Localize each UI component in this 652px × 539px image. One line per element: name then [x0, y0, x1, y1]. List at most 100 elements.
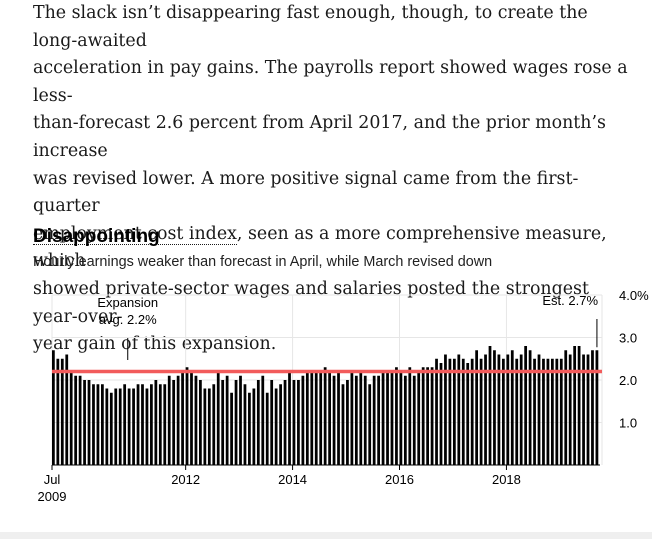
bar: [533, 358, 536, 465]
bar: [292, 380, 296, 465]
bar: [399, 371, 403, 465]
bar: [359, 371, 363, 465]
bar: [239, 375, 242, 465]
bar: [417, 371, 421, 465]
annotation-estimate: Est. 2.7%: [542, 293, 598, 308]
bar: [190, 371, 193, 465]
bar: [167, 375, 171, 465]
article-line: showed private-sector wages and salaries…: [33, 278, 589, 327]
bar: [96, 384, 100, 465]
bar: [501, 358, 505, 465]
bar: [216, 371, 220, 465]
bar: [448, 358, 452, 465]
bar: [52, 350, 55, 465]
bar: [74, 375, 78, 465]
annotation-expansion-line2: avg. 2.2%: [99, 312, 157, 327]
bar: [484, 354, 487, 465]
bar: [341, 384, 345, 465]
bar: [203, 388, 207, 465]
article-line: year gain of this expansion.: [33, 334, 277, 355]
x-tick-label: 2018: [492, 472, 521, 487]
bar: [368, 384, 372, 465]
bar: [279, 384, 282, 465]
bar: [444, 354, 447, 465]
bar: [408, 367, 412, 465]
bar: [127, 388, 131, 465]
bar: [283, 380, 287, 465]
bar: [221, 380, 225, 465]
bar: [297, 380, 300, 465]
bar: [212, 384, 216, 465]
bar: [199, 380, 202, 465]
bar: [537, 354, 541, 465]
bar: [515, 358, 519, 465]
bar: [435, 358, 438, 465]
bar: [158, 384, 162, 465]
bar: [466, 363, 470, 465]
bar: [457, 354, 461, 465]
bar: [132, 388, 135, 465]
article-line: than-forecast 2.6 percent from April 201…: [33, 113, 606, 161]
bar-chart: Jul 2009 2012 2014 2016 2018 1.0 2.0 3.0 4.0% Expa…: [38, 288, 650, 504]
bar: [114, 388, 118, 465]
article-line: The slack isn’t disappearing fast enough…: [33, 3, 588, 51]
bar: [118, 388, 122, 465]
bar: [439, 363, 443, 465]
bar: [573, 346, 577, 465]
bar: [386, 371, 389, 465]
bar: [145, 388, 149, 465]
bar: [301, 375, 305, 465]
bar: [256, 380, 260, 465]
bar: [323, 367, 327, 465]
bar: [461, 358, 465, 465]
bar: [412, 375, 416, 465]
bar: [332, 375, 336, 465]
bar: [123, 384, 127, 465]
bar: [595, 350, 599, 465]
bar: [225, 375, 229, 465]
bar: [92, 384, 95, 465]
bar: [403, 375, 407, 465]
bar: [274, 388, 278, 465]
bar: [261, 375, 265, 465]
bar: [265, 392, 269, 465]
bar: [381, 371, 385, 465]
bar: [305, 371, 309, 465]
bar: [555, 358, 559, 465]
bar: [69, 371, 73, 465]
bar: [479, 358, 483, 465]
bar: [350, 371, 354, 465]
bar: [421, 367, 425, 465]
bar: [426, 367, 429, 465]
footer-band: [0, 532, 652, 539]
chart-title: Disappointing: [33, 226, 160, 247]
bar: [163, 384, 167, 465]
bar: [430, 367, 434, 465]
bar: [150, 384, 153, 465]
bar: [288, 371, 291, 465]
bar: [207, 388, 211, 465]
bar: [83, 380, 86, 465]
bar: [314, 371, 318, 465]
bar: [105, 388, 109, 465]
bar: [542, 358, 545, 465]
bar: [176, 375, 180, 465]
bar: [154, 380, 158, 465]
bar: [390, 371, 394, 465]
bar: [87, 380, 91, 465]
bar: [493, 350, 496, 465]
article-line: employment cost index, seen as a more co…: [33, 221, 633, 276]
bar: [337, 371, 340, 465]
bar: [550, 358, 554, 465]
bar: [559, 358, 563, 465]
bar: [243, 384, 247, 465]
bar: [230, 392, 233, 465]
article-line: acceleration in pay gains. The payrolls …: [33, 58, 628, 106]
bar: [591, 350, 594, 465]
annotation-expansion-line1: Expansion: [97, 295, 158, 310]
bar: [586, 354, 590, 465]
bar: [519, 354, 523, 465]
bar: [60, 358, 64, 465]
bar: [568, 354, 572, 465]
employment-cost-index-link[interactable]: employment cost index: [33, 223, 237, 245]
